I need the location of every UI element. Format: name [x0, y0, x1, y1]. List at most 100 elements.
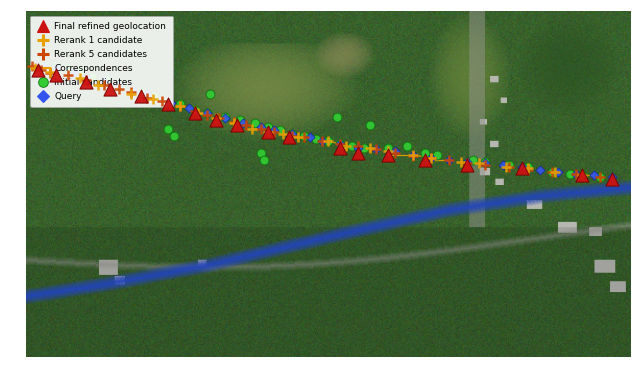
Point — [259, 157, 269, 163]
Point — [175, 103, 185, 109]
Point — [29, 65, 40, 71]
Point — [190, 110, 200, 116]
Point — [516, 164, 527, 170]
Point — [63, 72, 73, 78]
Point — [317, 138, 327, 144]
Legend: Final refined geolocation, Rerank 1 candidate, Rerank 5 candidates, Corresponden: Final refined geolocation, Rerank 1 cand… — [30, 15, 173, 107]
Point — [353, 143, 364, 149]
Point — [444, 157, 454, 163]
Point — [278, 131, 288, 137]
Point — [220, 114, 230, 120]
Point — [504, 162, 515, 168]
Point — [335, 141, 345, 147]
Point — [257, 150, 267, 156]
Point — [516, 166, 527, 171]
Point — [38, 63, 49, 69]
Point — [420, 157, 430, 163]
Point — [299, 134, 309, 140]
Point — [229, 121, 239, 127]
Point — [432, 152, 442, 158]
Point — [262, 129, 273, 135]
Point — [214, 115, 224, 121]
Point — [81, 79, 92, 85]
Point — [232, 122, 243, 128]
Point — [311, 136, 321, 142]
Point — [190, 107, 200, 113]
Point — [247, 126, 257, 132]
Point — [202, 110, 212, 116]
Point — [426, 155, 436, 161]
Point — [553, 169, 563, 175]
Point — [117, 82, 127, 88]
Point — [371, 146, 381, 152]
Point — [595, 174, 605, 180]
Point — [420, 150, 430, 156]
Point — [474, 160, 484, 166]
Point — [287, 131, 297, 137]
Point — [141, 95, 152, 100]
Point — [163, 126, 173, 132]
Point — [389, 148, 399, 154]
Point — [129, 88, 140, 93]
Point — [383, 152, 394, 158]
Point — [175, 102, 185, 107]
Point — [292, 134, 303, 140]
Point — [468, 157, 478, 163]
Point — [426, 155, 436, 161]
Point — [547, 169, 557, 175]
Point — [550, 169, 560, 175]
Point — [268, 129, 278, 135]
Point — [607, 174, 618, 180]
Point — [522, 164, 532, 170]
Point — [262, 124, 273, 130]
Point — [51, 72, 61, 78]
Point — [238, 121, 248, 127]
Point — [26, 63, 36, 69]
Point — [480, 159, 490, 164]
Point — [51, 65, 61, 71]
Point — [365, 145, 376, 151]
Point — [571, 171, 581, 177]
Point — [299, 132, 309, 138]
Point — [383, 145, 394, 151]
Point — [522, 166, 532, 171]
Point — [38, 62, 49, 68]
Point — [444, 157, 454, 163]
Point — [147, 93, 157, 99]
Point — [317, 138, 327, 144]
Point — [126, 89, 136, 95]
Point — [63, 65, 73, 71]
Point — [408, 153, 418, 159]
Point — [501, 164, 511, 170]
Point — [323, 138, 333, 144]
Point — [45, 70, 55, 76]
Point — [408, 152, 418, 158]
Point — [595, 174, 605, 180]
Point — [69, 70, 79, 76]
Point — [262, 129, 273, 135]
Point — [577, 173, 587, 178]
Point — [564, 171, 575, 177]
Point — [257, 126, 267, 132]
Point — [141, 91, 152, 97]
Point — [268, 127, 278, 133]
Point — [389, 150, 399, 156]
Point — [75, 75, 85, 81]
Point — [534, 167, 545, 173]
Point — [99, 82, 109, 88]
Point — [462, 159, 472, 164]
Point — [589, 173, 599, 178]
Point — [571, 171, 581, 177]
Point — [305, 134, 315, 140]
Point — [287, 132, 297, 138]
Point — [114, 86, 124, 92]
Point — [365, 122, 376, 128]
Point — [250, 121, 260, 127]
Point — [332, 114, 342, 120]
Point — [169, 132, 179, 138]
Point — [235, 117, 245, 123]
Point — [157, 98, 167, 104]
Point — [51, 63, 61, 69]
Point — [480, 160, 490, 166]
Point — [287, 131, 297, 137]
